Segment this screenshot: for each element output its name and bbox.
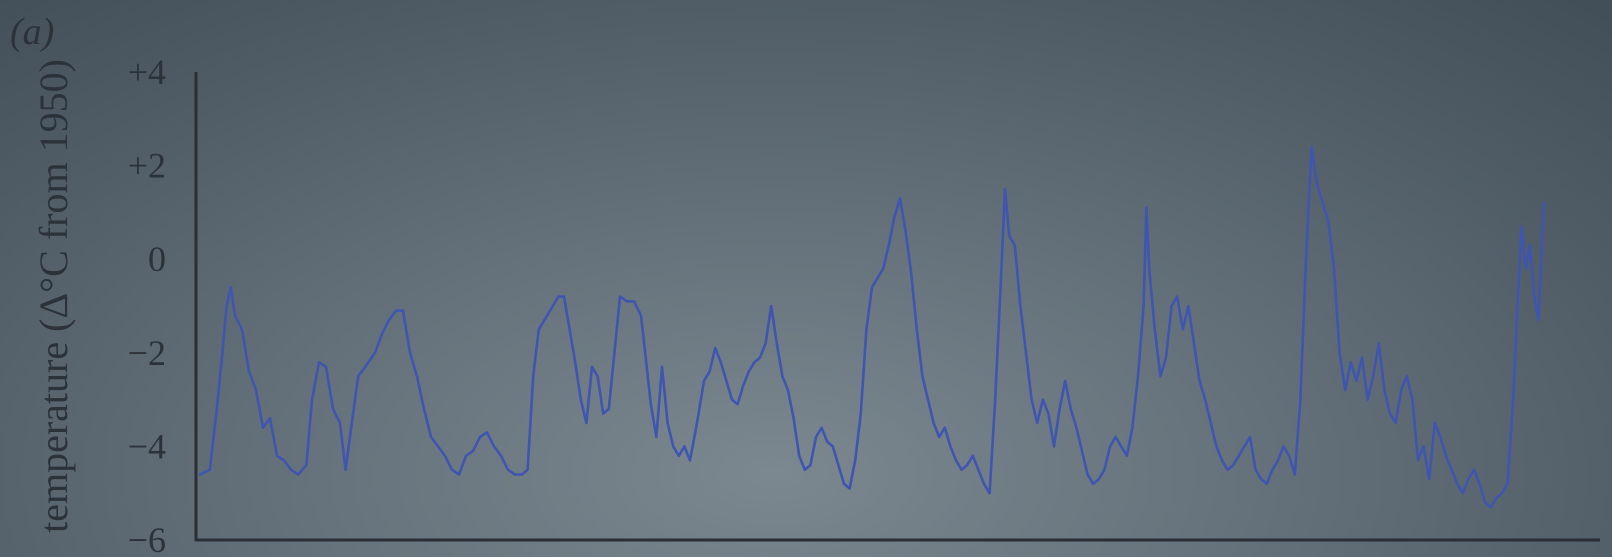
y-tick-label: +2 [128,146,166,186]
series-line [198,145,1546,509]
y-axis-label: temperature (Δ°C from 1950) [31,59,76,533]
panel-label: (a) [10,11,54,53]
y-tick-label: 0 [148,239,166,279]
y-tick-label: +4 [128,52,166,92]
y-tick-label: −6 [128,520,166,557]
y-axis-ticks: +4 +2 0 −2 −4 −6 [128,52,166,557]
y-tick-label: −2 [128,333,166,373]
y-tick-label: −4 [128,426,166,466]
